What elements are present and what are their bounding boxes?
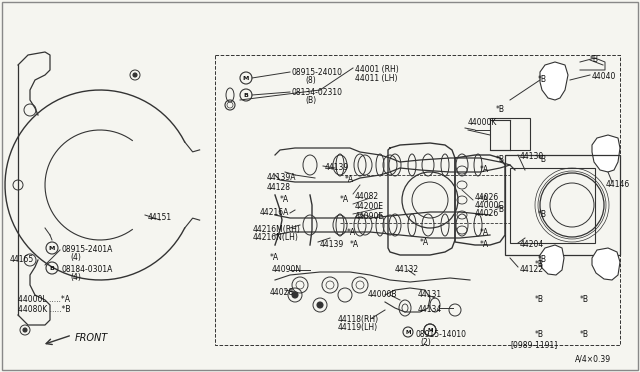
- Circle shape: [23, 328, 27, 332]
- Text: M: M: [49, 246, 55, 250]
- Polygon shape: [540, 62, 568, 100]
- Text: 44011 (LH): 44011 (LH): [355, 74, 397, 83]
- Text: 44131: 44131: [418, 290, 442, 299]
- Polygon shape: [592, 135, 620, 172]
- Text: A/4×0.39: A/4×0.39: [575, 355, 611, 364]
- Text: *A: *A: [480, 165, 489, 174]
- Text: *B: *B: [496, 205, 505, 214]
- Text: 44132: 44132: [395, 265, 419, 274]
- Text: 44204: 44204: [520, 240, 544, 249]
- Text: 44216A: 44216A: [260, 208, 289, 217]
- Text: *A: *A: [420, 238, 429, 247]
- Text: M: M: [428, 327, 433, 333]
- Text: *B: *B: [535, 260, 544, 269]
- Text: 44090N: 44090N: [272, 265, 302, 274]
- Text: 44028: 44028: [270, 288, 294, 297]
- Text: 44000L .....*A: 44000L .....*A: [18, 295, 70, 304]
- Text: 44026: 44026: [475, 209, 499, 218]
- Text: 44146: 44146: [606, 180, 630, 189]
- Text: 44130: 44130: [520, 152, 544, 161]
- Text: 44000B: 44000B: [368, 290, 397, 299]
- Bar: [510, 168, 595, 243]
- Bar: [490, 118, 530, 150]
- Text: *A: *A: [347, 228, 356, 237]
- Polygon shape: [540, 245, 564, 275]
- Text: 44151: 44151: [148, 213, 172, 222]
- Text: *A: *A: [280, 195, 289, 204]
- Text: 44001 (RH): 44001 (RH): [355, 65, 399, 74]
- Text: 08915-14010: 08915-14010: [415, 330, 466, 339]
- Circle shape: [133, 73, 137, 77]
- Text: 44216N(LH): 44216N(LH): [253, 233, 299, 242]
- Text: (8): (8): [305, 76, 316, 85]
- Text: *B: *B: [580, 295, 589, 304]
- Text: *A: *A: [345, 175, 354, 184]
- Text: *A: *A: [350, 240, 359, 249]
- Text: FRONT: FRONT: [75, 333, 108, 343]
- Text: *B: *B: [538, 255, 547, 264]
- Text: 08915-24010: 08915-24010: [292, 68, 343, 77]
- Text: 44134: 44134: [418, 305, 442, 314]
- Text: *A: *A: [480, 228, 489, 237]
- Text: (B): (B): [305, 96, 316, 105]
- Text: 44119(LH): 44119(LH): [338, 323, 378, 332]
- Text: B: B: [49, 266, 54, 270]
- Text: 44082: 44082: [355, 192, 379, 201]
- Text: *B: *B: [538, 155, 547, 164]
- Text: M: M: [243, 76, 249, 80]
- Text: 08134-02310: 08134-02310: [292, 88, 343, 97]
- Text: *A: *A: [340, 195, 349, 204]
- Text: *B: *B: [590, 55, 599, 64]
- Text: 44026: 44026: [475, 193, 499, 202]
- Text: 44000K: 44000K: [468, 118, 497, 127]
- Text: B: B: [244, 93, 248, 97]
- Text: (4): (4): [70, 273, 81, 282]
- Text: [0989-1191]: [0989-1191]: [510, 340, 557, 349]
- Text: (4): (4): [70, 253, 81, 262]
- Text: 44090E: 44090E: [355, 212, 384, 221]
- Circle shape: [317, 302, 323, 308]
- Text: 44000C: 44000C: [475, 201, 504, 210]
- Text: 44165: 44165: [10, 255, 35, 264]
- Text: 44128: 44128: [267, 183, 291, 192]
- Text: *B: *B: [535, 330, 544, 339]
- Text: (2): (2): [420, 338, 431, 347]
- Text: 44118(RH): 44118(RH): [338, 315, 379, 324]
- Bar: [505, 155, 620, 255]
- Text: *B: *B: [535, 295, 544, 304]
- Text: *A: *A: [480, 195, 489, 204]
- Text: *B: *B: [538, 75, 547, 84]
- Text: *A: *A: [270, 253, 279, 262]
- Text: 44139: 44139: [320, 240, 344, 249]
- Text: 44122: 44122: [520, 265, 544, 274]
- Text: 44080K .....*B: 44080K .....*B: [18, 305, 70, 314]
- Text: 44200E: 44200E: [355, 202, 384, 211]
- Text: *B: *B: [538, 210, 547, 219]
- Text: 44216M(RH): 44216M(RH): [253, 225, 301, 234]
- Text: 44139A: 44139A: [267, 173, 296, 182]
- Circle shape: [292, 292, 298, 298]
- Text: *B: *B: [496, 155, 505, 164]
- Text: 08915-2401A: 08915-2401A: [62, 245, 113, 254]
- Text: 44139: 44139: [325, 163, 349, 172]
- Text: *B: *B: [496, 105, 505, 114]
- Text: *B: *B: [580, 330, 589, 339]
- Text: M: M: [405, 330, 411, 334]
- Text: *A: *A: [480, 240, 489, 249]
- Text: 08184-0301A: 08184-0301A: [62, 265, 113, 274]
- Text: 44040: 44040: [592, 72, 616, 81]
- Polygon shape: [592, 248, 620, 280]
